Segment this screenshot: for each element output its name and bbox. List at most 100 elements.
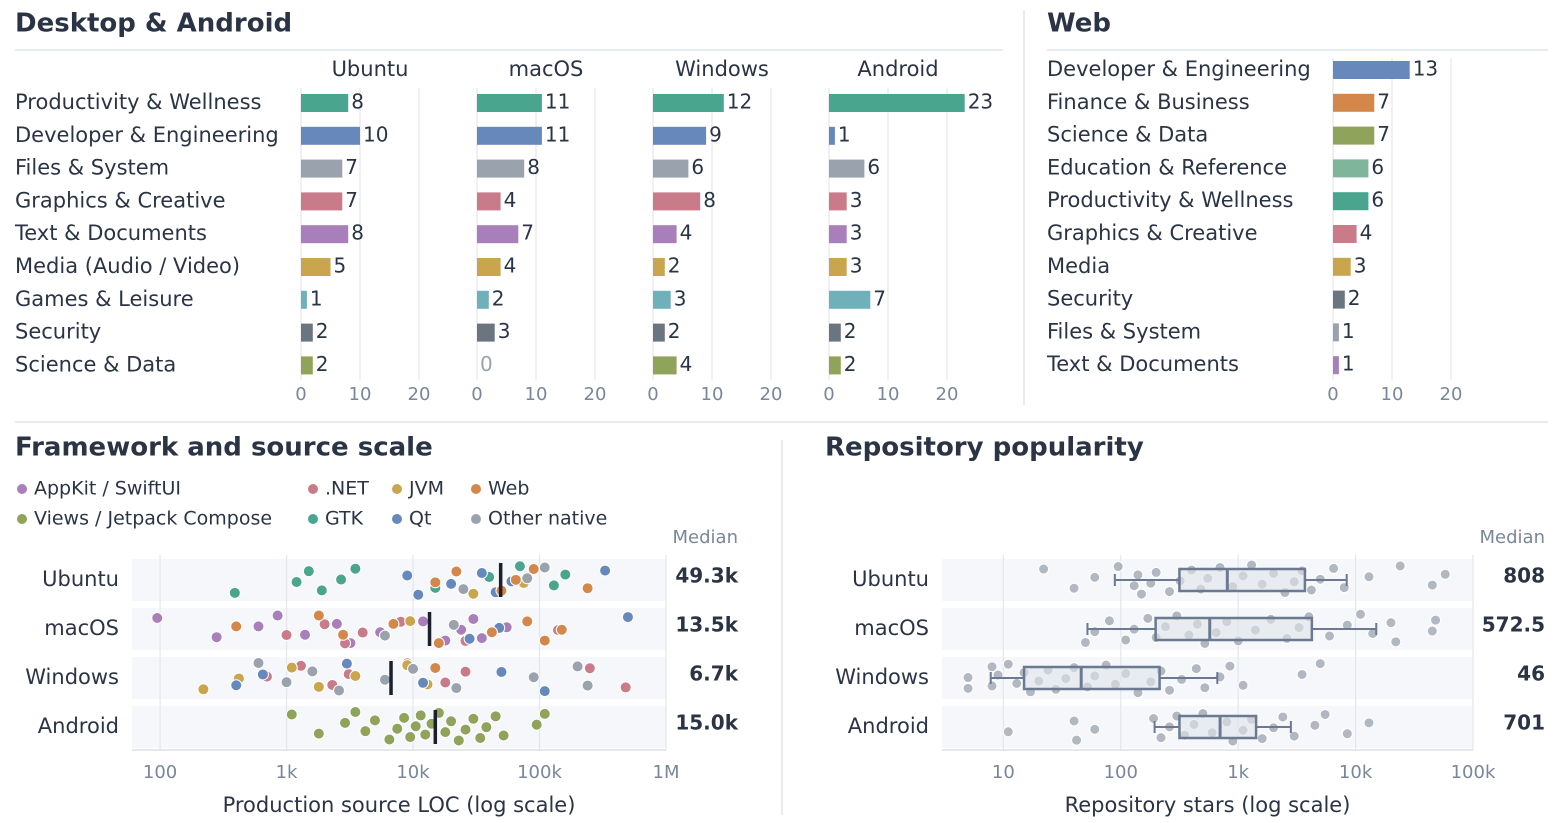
data-point xyxy=(1071,734,1083,746)
value-label: 7 xyxy=(345,188,358,212)
category-label: Media (Audio / Video) xyxy=(15,254,240,278)
chart-title: Web xyxy=(1047,9,1111,39)
data-point xyxy=(429,576,442,589)
data-point xyxy=(485,626,498,639)
value-label: 2 xyxy=(316,352,329,376)
data-point xyxy=(538,707,551,720)
data-point xyxy=(256,668,269,681)
value-label: 8 xyxy=(703,188,716,212)
median-header: Median xyxy=(673,527,738,548)
data-point xyxy=(463,632,476,645)
x-tick-label: 0 xyxy=(1327,384,1338,405)
value-label: 7 xyxy=(521,221,534,245)
data-point xyxy=(1309,719,1321,731)
median-label: 15.0k xyxy=(675,711,738,735)
data-point xyxy=(1164,684,1176,696)
data-point xyxy=(1002,658,1014,670)
data-point xyxy=(538,685,551,698)
data-point xyxy=(621,611,634,624)
median-header: Median xyxy=(1480,527,1545,548)
bar xyxy=(301,192,343,211)
data-point xyxy=(1390,636,1402,648)
row-band xyxy=(132,657,666,699)
data-point xyxy=(474,731,487,744)
data-point xyxy=(333,684,346,697)
data-point xyxy=(495,665,508,678)
x-tick-label: 20 xyxy=(760,384,783,405)
data-point xyxy=(1164,586,1176,598)
box xyxy=(1022,665,1161,691)
value-label: 2 xyxy=(668,319,681,343)
data-point xyxy=(986,680,998,692)
bar xyxy=(653,192,701,211)
data-point xyxy=(1426,579,1438,591)
row-label: Ubuntu xyxy=(42,567,119,591)
bar xyxy=(477,192,501,211)
data-point xyxy=(986,661,998,673)
data-point xyxy=(197,683,210,696)
category-label: Developer & Engineering xyxy=(1047,57,1311,81)
data-point xyxy=(368,714,381,727)
row-label: Windows xyxy=(835,665,929,689)
row-label: Android xyxy=(848,714,929,738)
category-label: Developer & Engineering xyxy=(15,123,279,147)
data-point xyxy=(962,672,974,684)
data-point xyxy=(230,620,243,633)
x-axis-title: Repository stars (log scale) xyxy=(1065,793,1351,817)
bar xyxy=(829,94,965,112)
x-tick-label: 100 xyxy=(143,762,177,783)
value-label: 5 xyxy=(334,254,347,278)
data-point xyxy=(467,612,480,625)
bar xyxy=(477,225,519,244)
box xyxy=(1178,714,1258,740)
category-label: Finance & Business xyxy=(1047,90,1250,114)
value-label: 8 xyxy=(527,155,540,179)
x-tick-label: 10 xyxy=(525,384,548,405)
bar xyxy=(477,126,542,145)
data-point xyxy=(1338,582,1350,594)
bar xyxy=(653,323,665,342)
data-point xyxy=(527,563,540,576)
category-label: Productivity & Wellness xyxy=(15,90,261,114)
data-point xyxy=(387,617,400,630)
data-point xyxy=(1256,733,1268,745)
data-point xyxy=(457,583,470,596)
data-point xyxy=(962,682,974,694)
bar xyxy=(301,225,349,244)
data-point xyxy=(312,727,325,740)
value-label: 2 xyxy=(668,254,681,278)
value-label: 23 xyxy=(968,90,993,114)
value-label: 12 xyxy=(727,90,752,114)
data-point xyxy=(378,673,391,686)
legend-swatch xyxy=(17,514,27,524)
data-point xyxy=(555,623,568,636)
value-label: 1 xyxy=(310,286,323,310)
data-point xyxy=(302,565,315,578)
value-label: 6 xyxy=(1371,155,1384,179)
data-point xyxy=(1430,614,1442,626)
data-point xyxy=(337,628,350,641)
value-label: 1 xyxy=(1342,319,1355,343)
x-tick-label: 20 xyxy=(936,384,959,405)
data-point xyxy=(450,565,463,578)
x-tick-label: 10k xyxy=(1339,762,1373,783)
x-tick-label: 10k xyxy=(396,762,430,783)
legend-swatch xyxy=(471,484,481,494)
data-point xyxy=(280,629,293,642)
data-point xyxy=(1439,568,1451,580)
value-label: 4 xyxy=(680,221,693,245)
data-point xyxy=(538,561,551,574)
data-point xyxy=(445,715,458,728)
category-label: Text & Documents xyxy=(14,221,207,245)
bar xyxy=(653,356,677,375)
data-point xyxy=(419,728,432,741)
data-point xyxy=(383,733,396,746)
value-label: 4 xyxy=(504,254,517,278)
legend-swatch xyxy=(471,514,481,524)
value-label: 4 xyxy=(504,188,517,212)
x-tick-label: 0 xyxy=(471,384,482,405)
data-point xyxy=(1148,712,1160,724)
data-point xyxy=(378,629,391,642)
data-point xyxy=(349,562,362,575)
data-point xyxy=(299,628,312,641)
